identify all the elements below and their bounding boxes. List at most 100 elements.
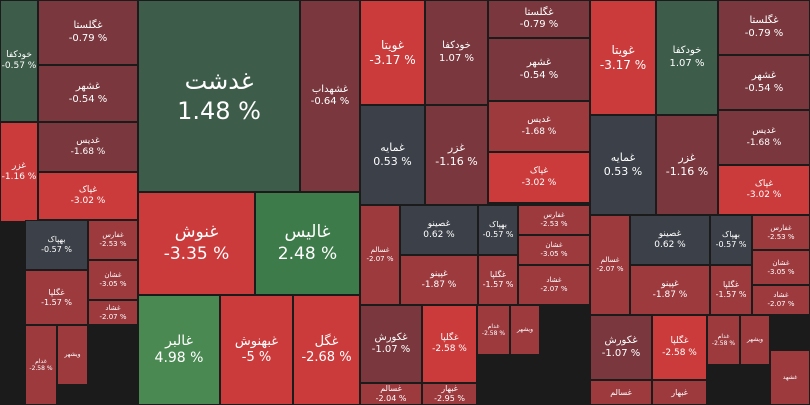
stock-tile[interactable]: غگلپا -1.57 % — [478, 255, 518, 305]
stock-tile[interactable]: بهپاک -0.57 % — [710, 215, 752, 265]
stock-tile[interactable]: غگلپا -2.58 % — [422, 305, 477, 383]
stock-tile[interactable]: غشان -3.05 % — [88, 260, 138, 300]
stock-tile[interactable]: غگلستا -0.79 % — [38, 0, 138, 65]
stock-tile[interactable]: غپاک -3.02 % — [488, 152, 590, 203]
stock-tile[interactable]: غفارس -2.53 % — [518, 205, 590, 235]
stock-symbol: غپاک — [529, 166, 549, 177]
price-change: -1.57 % — [715, 290, 747, 299]
stock-symbol: بهپاک — [722, 230, 740, 239]
stock-tile[interactable]: غشهر -0.54 % — [38, 65, 138, 122]
stock-symbol: ویشهر — [747, 336, 763, 344]
stock-tile[interactable]: غبهار — [652, 380, 707, 405]
stock-tile[interactable]: غشان -3.05 % — [752, 250, 810, 285]
stock-symbol: غزر — [11, 160, 27, 171]
stock-tile[interactable]: غزر -1.16 % — [425, 105, 488, 205]
stock-tile[interactable]: غسالم -2.04 % — [360, 383, 422, 405]
price-change: -0.54 % — [68, 93, 108, 105]
stock-tile[interactable]: غشهداب -0.64 % — [300, 0, 360, 192]
stock-tile[interactable]: غپینو -1.87 % — [400, 255, 478, 305]
stock-symbol: غشهر — [751, 70, 777, 81]
stock-tile[interactable]: غبهنوش -5 % — [220, 295, 293, 405]
stock-tile[interactable]: غویتا -3.17 % — [590, 0, 656, 115]
price-change: -3.17 % — [369, 52, 416, 67]
stock-tile[interactable]: غگلستا -0.79 % — [718, 0, 810, 55]
stock-tile[interactable]: غپینو -1.87 % — [630, 265, 710, 315]
stock-symbol: غگلپا — [440, 332, 459, 343]
stock-tile[interactable]: غدیس -1.68 % — [488, 101, 590, 152]
stock-tile[interactable]: غدام -2.58 % — [707, 315, 740, 365]
stock-tile[interactable]: غالیس 2.48 % — [255, 192, 360, 295]
stock-symbol: غدشت — [184, 67, 254, 95]
stock-tile[interactable]: غدیس -1.68 % — [38, 122, 138, 172]
stock-tile[interactable]: غمایه 0.53 % — [590, 115, 656, 215]
stock-tile[interactable]: غشهر -0.54 % — [488, 38, 590, 101]
stock-tile[interactable]: غشاد -2.07 % — [518, 265, 590, 305]
stock-symbol: غپاک — [754, 178, 774, 189]
stock-tile[interactable]: غکورش -1.07 % — [360, 305, 422, 383]
price-change: -1.57 % — [482, 280, 514, 289]
stock-tile[interactable]: غدام -2.58 % — [25, 325, 57, 405]
price-change: -3.02 % — [70, 196, 106, 206]
stock-tile[interactable]: غشهر -0.54 % — [718, 55, 810, 110]
stock-tile[interactable]: غگلپا -2.58 % — [652, 315, 707, 380]
stock-tile[interactable]: غدیس -1.68 % — [718, 110, 810, 165]
stock-symbol: غگل — [314, 333, 339, 349]
stock-symbol: غفارس — [543, 211, 565, 220]
stock-tile[interactable]: غشاد -2.07 % — [752, 285, 810, 315]
price-change: -1.68 % — [70, 147, 106, 157]
stock-tile[interactable]: غصینو 0.62 % — [630, 215, 710, 265]
price-change: -0.54 % — [744, 82, 784, 94]
stock-tile[interactable]: بهپاک -0.57 % — [478, 205, 518, 255]
stock-tile[interactable]: غمایه 0.53 % — [360, 105, 425, 205]
stock-tile[interactable]: غالبر 4.98 % — [138, 295, 220, 405]
price-change: -3.05 % — [767, 267, 795, 276]
stock-tile[interactable]: غشهد — [770, 350, 810, 405]
stock-symbol: غدیس — [76, 135, 100, 146]
stock-tile[interactable]: بهپاک -0.57 % — [25, 220, 88, 270]
stock-tile[interactable]: ویشهر — [510, 305, 540, 355]
stock-tile[interactable]: غگلپا -1.57 % — [710, 265, 752, 315]
stock-tile[interactable]: غگلستا -0.79 % — [488, 0, 590, 38]
stock-tile[interactable]: غبهار -2.95 % — [422, 383, 477, 405]
stock-tile[interactable]: ویشهر — [57, 325, 88, 385]
stock-tile[interactable]: غسالم — [590, 380, 652, 405]
stock-tile[interactable]: غسالم -2.07 % — [360, 205, 400, 305]
stock-tile[interactable]: غشان -3.05 % — [518, 235, 590, 265]
stock-tile[interactable]: غویتا -3.17 % — [360, 0, 425, 105]
stock-symbol: غکورش — [604, 335, 638, 346]
price-change: -2.53 % — [99, 240, 127, 248]
price-change: 0.53 % — [373, 155, 412, 168]
stock-symbol: غنوش — [174, 222, 219, 243]
stock-tile[interactable]: خودکفا 1.07 % — [656, 0, 718, 115]
stock-symbol: غبهار — [671, 387, 688, 397]
price-change: -0.79 % — [68, 32, 108, 44]
stock-tile[interactable]: غفارس -2.53 % — [88, 220, 138, 260]
price-change: 1.07 % — [439, 52, 474, 64]
price-change: -5 % — [241, 350, 272, 365]
price-change: -0.57 % — [482, 230, 514, 239]
stock-tile[interactable]: غزر -1.16 % — [656, 115, 718, 215]
stock-symbol: غزر — [447, 141, 466, 155]
stock-tile[interactable]: غپاک -3.02 % — [38, 172, 138, 220]
stock-tile[interactable]: خودکفا 1.07 % — [425, 0, 488, 105]
stock-tile[interactable]: غسالم -2.07 % — [590, 215, 630, 315]
price-change: -3.02 % — [521, 177, 557, 188]
stock-symbol: غگلستا — [73, 20, 103, 31]
stock-tile[interactable]: خودکفا -0.57 % — [0, 0, 38, 122]
stock-tile[interactable]: غگلپا -1.57 % — [25, 270, 88, 325]
stock-tile[interactable]: غگل -2.68 % — [293, 295, 360, 405]
stock-symbol: بهپاک — [489, 220, 507, 229]
stock-tile[interactable]: غدام -2.58 % — [477, 305, 510, 355]
stock-tile[interactable]: غنوش -3.35 % — [138, 192, 255, 295]
stock-tile[interactable]: غصینو 0.62 % — [400, 205, 478, 255]
stock-tile[interactable]: غپاک -3.02 % — [718, 165, 810, 215]
stock-symbol: غپینو — [661, 278, 679, 289]
stock-tile[interactable]: غکورش -1.07 % — [590, 315, 652, 380]
price-change: 0.53 % — [603, 165, 643, 178]
stock-tile[interactable]: غزر -1.16 % — [0, 122, 38, 222]
stock-tile[interactable]: غدشت 1.48 % — [138, 0, 300, 192]
stock-tile[interactable]: غفارس -2.53 % — [752, 215, 810, 250]
stock-tile[interactable]: ویشهر — [740, 315, 770, 365]
price-change: -1.07 % — [601, 347, 641, 359]
stock-tile[interactable]: غشاد -2.07 % — [88, 300, 138, 325]
